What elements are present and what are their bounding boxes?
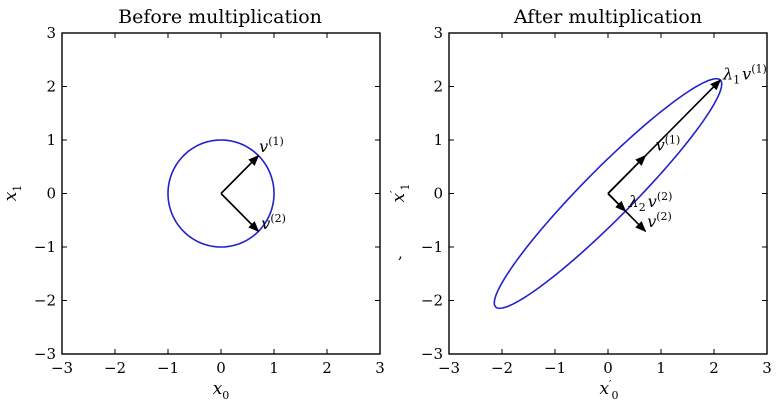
y-tick-label: −2 [34, 292, 56, 310]
vector-arrow [220, 192, 260, 233]
ellipse-curve [167, 139, 275, 248]
chart-after-multiplication: After multiplication λ1 v(1) v(1) λ2 v(2)v(2… [388, 6, 772, 402]
x-tick-label: 1 [269, 359, 279, 377]
vector-label: λ2 v(2) [628, 190, 673, 214]
x-tick-label: 3 [762, 359, 772, 377]
chart-title: After multiplication [513, 6, 702, 28]
x-tick-label: 0 [603, 359, 613, 377]
x-tick-label: 2 [322, 359, 332, 377]
vector-label: λ1 v(1) [722, 63, 767, 87]
y-tick-label: −3 [34, 345, 56, 363]
y-tick-label: 0 [46, 185, 56, 203]
x-tick-label: −3 [51, 359, 73, 377]
x-tick-label: −2 [104, 359, 126, 377]
y-tick-label: 3 [46, 24, 56, 42]
vector-label: v(2) [647, 210, 672, 231]
vector-arrow [607, 154, 647, 195]
chart-title: Before multiplication [118, 6, 322, 28]
y-tick-label: −1 [34, 238, 56, 256]
y-tick-label: 2 [46, 78, 56, 96]
x-tick-label: 2 [709, 359, 719, 377]
y-tick-label: −2 [421, 292, 443, 310]
x-tick-label: −3 [438, 359, 460, 377]
vector-label: v(1) [259, 135, 284, 156]
y-tick-label: −1 [421, 238, 443, 256]
chart-before-multiplication: Before multiplication v(1) v(2) −3 −2 −1 0 1 2… [1, 6, 385, 402]
y-axis-label: x1 [1, 185, 24, 202]
ellipse-curve [493, 77, 723, 310]
x-tick-label: −2 [491, 359, 513, 377]
y-tick-label: −3 [421, 345, 443, 363]
x-axis-label: x′0 [599, 378, 618, 402]
x-tick-label: 1 [656, 359, 666, 377]
stray-comma-mark: , [398, 244, 403, 262]
vector-label: v(2) [261, 212, 286, 233]
x-tick-label: −1 [157, 359, 179, 377]
vector-arrow [220, 154, 260, 195]
x-axis-label: x0 [213, 379, 230, 402]
vector-arrow [607, 192, 647, 233]
x-tick-label: −1 [544, 359, 566, 377]
y-tick-label: 2 [433, 78, 443, 96]
x-tick-label: 0 [216, 359, 226, 377]
y-axis-label: x′1 [388, 183, 412, 202]
x-tick-label: 3 [375, 359, 385, 377]
y-tick-label: 1 [433, 131, 443, 149]
y-tick-label: 3 [433, 24, 443, 42]
vector-label: v(1) [656, 134, 681, 155]
y-tick-label: 1 [46, 131, 56, 149]
y-tick-label: 0 [433, 185, 443, 203]
